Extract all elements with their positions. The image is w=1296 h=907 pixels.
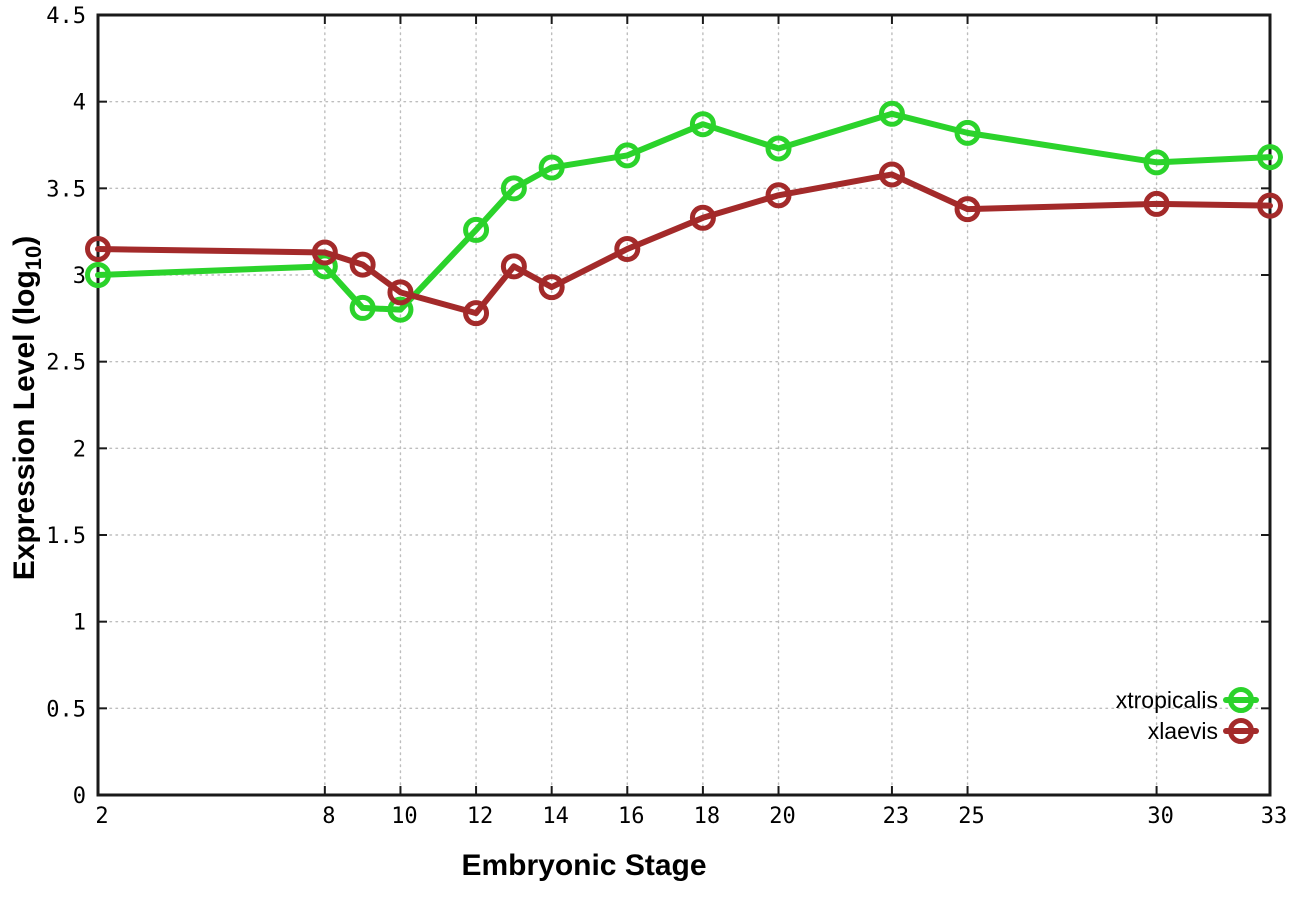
data-point-marker (500, 175, 527, 202)
data-point-marker (954, 119, 981, 146)
tick-labels: 0 0.5 1 1.5 2 2.5 3 3.5 4 4.5 2 8 10 12 14 16 18 20 23 25 30… (46, 4, 1287, 829)
data-point-marker (878, 100, 905, 127)
axes (96, 13, 1272, 797)
y-tick-label: 1 (73, 611, 86, 636)
y-tick-label: 4 (73, 91, 86, 116)
series-line (95, 171, 1273, 317)
data-point-marker (387, 296, 414, 323)
x-tick-label: 10 (391, 804, 418, 829)
data-point-marker (538, 274, 565, 301)
data-point-marker (1143, 190, 1170, 217)
x-tick-label: 14 (542, 804, 569, 829)
y-tick-label: 1.5 (46, 524, 86, 549)
data-point-marker (349, 294, 376, 321)
x-tick-label: 25 (958, 804, 985, 829)
x-tick-label: 8 (322, 804, 335, 829)
data-point-marker (85, 236, 111, 262)
x-tick-label: 20 (769, 804, 796, 829)
data-point-marker (878, 161, 905, 188)
x-tick-label: 33 (1261, 804, 1288, 829)
data-point-marker (538, 154, 565, 181)
data-point-marker (349, 251, 376, 278)
x-tick-label: 16 (618, 804, 645, 829)
data-point-marker (1143, 149, 1170, 176)
data-point-marker (765, 135, 792, 162)
data-point-marker (1257, 144, 1283, 171)
data-point-marker (689, 204, 716, 231)
y-tick-label: 2 (73, 437, 86, 462)
y-tick-label: 0.5 (46, 697, 86, 722)
legend-label: xtropicalis (1116, 687, 1218, 713)
tick-marks (97, 14, 1271, 796)
y-axis-title: Expression Level (log10) (8, 236, 46, 581)
data-point-marker (500, 253, 527, 280)
series-line (95, 110, 1273, 313)
gridlines (97, 14, 1271, 796)
data-point-marker (689, 111, 716, 138)
x-tick-label: 2 (95, 804, 108, 829)
x-axis-title: Embryonic Stage (461, 849, 706, 882)
y-tick-label: 3.5 (46, 177, 86, 202)
y-tick-label: 4.5 (46, 4, 86, 29)
data-point-marker (311, 239, 338, 266)
y-tick-label: 3 (73, 264, 86, 289)
x-tick-label: 12 (467, 804, 494, 829)
x-tick-label: 18 (694, 804, 721, 829)
y-tick-label: 0 (73, 784, 86, 809)
data-point-marker (463, 216, 490, 243)
data-point-marker (614, 236, 641, 262)
legend: xtropicalis xlaevis (1116, 687, 1259, 744)
data-point-marker (1257, 192, 1283, 219)
data-point-marker (765, 182, 792, 209)
x-tick-label: 23 (883, 804, 910, 829)
data-point-marker (463, 300, 490, 327)
data-point-marker (614, 142, 641, 169)
plot-border (96, 13, 1272, 797)
series-xlaevis (85, 161, 1283, 327)
data-point-marker (387, 279, 414, 306)
x-tick-label: 30 (1147, 804, 1174, 829)
legend-sample-marker (1228, 687, 1254, 713)
legend-sample-marker (1228, 718, 1254, 744)
data-point-marker (954, 196, 981, 223)
y-tick-label: 2.5 (46, 351, 86, 376)
series-xtropicalis (85, 100, 1283, 323)
legend-label: xlaevis (1148, 718, 1218, 744)
data-point-marker (85, 262, 111, 288)
data-point-marker (311, 253, 338, 280)
